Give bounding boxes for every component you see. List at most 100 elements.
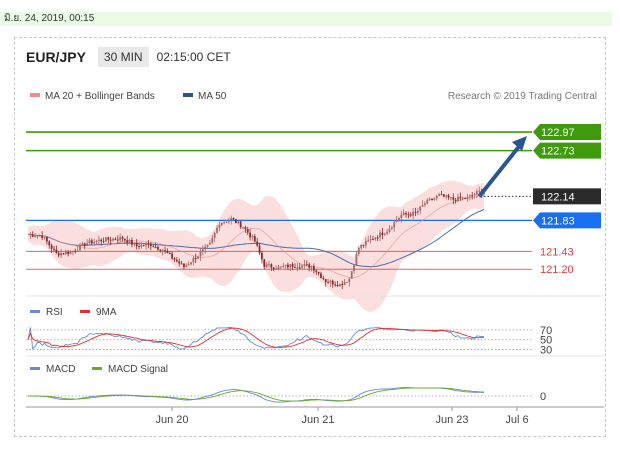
candle-body	[235, 219, 237, 224]
candle-body	[454, 199, 457, 202]
candle-body	[168, 253, 171, 255]
candle-body	[450, 197, 452, 199]
candle-body	[468, 195, 471, 197]
candle-body	[50, 245, 53, 249]
candle-body	[175, 259, 178, 262]
candle-body	[112, 238, 114, 241]
legend-macd-signal-label: MACD Signal	[108, 364, 168, 375]
candle-body	[357, 247, 360, 255]
candle-body	[128, 240, 131, 243]
candle-body	[376, 237, 379, 239]
pair-title: EUR/JPY	[26, 49, 86, 65]
candle-body	[447, 195, 450, 198]
candle-body	[286, 264, 289, 268]
candle-body	[464, 197, 466, 199]
legend-macd-signal-swatch	[92, 367, 102, 370]
candle-body	[97, 239, 100, 241]
candle-body	[246, 229, 249, 233]
candle-body	[69, 251, 72, 254]
candle-body	[237, 221, 240, 224]
candle-body	[409, 214, 412, 216]
candle-body	[303, 264, 306, 266]
candle-body	[199, 251, 202, 257]
candle-body	[341, 284, 344, 286]
candle-body	[265, 264, 268, 268]
candle-body	[57, 252, 60, 256]
candle-body	[338, 284, 341, 287]
candle-body	[34, 236, 36, 238]
chart-header: EUR/JPY 30 MIN 02:15:00 CET	[26, 46, 231, 68]
candle-body	[55, 249, 58, 253]
candle-body	[400, 214, 403, 219]
candle-body	[476, 191, 478, 195]
candle-body	[171, 253, 174, 259]
candle-body	[407, 214, 410, 216]
candle-body	[29, 234, 32, 236]
moving-average-layer	[27, 195, 485, 279]
legend-rsi-label: RSI	[46, 307, 63, 318]
candle-body	[386, 231, 389, 234]
candle-body	[251, 236, 254, 238]
timeframe-badge[interactable]: 30 MIN	[97, 47, 149, 67]
candle-body	[459, 196, 462, 199]
candle-body	[126, 240, 129, 243]
candle-body	[211, 237, 214, 243]
candle-body	[412, 211, 415, 216]
resistance-price-tag-0	[533, 124, 601, 141]
bollinger-band-area	[28, 180, 484, 312]
candle-body	[315, 270, 318, 273]
candle-body	[369, 239, 372, 241]
candle-body	[261, 252, 263, 260]
chart-panel	[14, 37, 606, 437]
candle-body	[135, 242, 138, 247]
candle-body	[218, 224, 221, 228]
candle-body	[206, 244, 209, 247]
candle-body	[405, 212, 407, 215]
rsi-level-label-1: 50	[540, 335, 552, 347]
candle-body	[393, 222, 396, 228]
candle-body	[383, 233, 386, 235]
candle-body	[360, 244, 363, 248]
candle-body	[173, 258, 176, 260]
legend-rsi-ma-label: 9MA	[96, 307, 117, 318]
candle-body	[279, 266, 282, 268]
candle-body	[275, 268, 277, 270]
legend-ma20-label: MA 20 + Bollinger Bands	[45, 91, 155, 102]
candle-body	[433, 198, 436, 200]
candle-body	[253, 236, 256, 242]
candle-body	[362, 244, 365, 246]
candle-body	[105, 237, 107, 242]
candle-body	[440, 194, 443, 196]
candle-body	[242, 227, 244, 229]
candle-body	[159, 249, 162, 251]
candle-body	[36, 235, 39, 237]
candle-body	[116, 239, 119, 241]
candle-body	[102, 241, 105, 243]
legend-ma50-label: MA 50	[198, 91, 227, 102]
candle-body	[74, 250, 77, 252]
candle-body	[461, 197, 464, 199]
candle-body	[390, 227, 393, 229]
candle-body	[478, 190, 481, 192]
candle-body	[95, 240, 98, 242]
candle-body	[53, 248, 55, 250]
candle-body	[452, 197, 455, 200]
candle-body	[416, 210, 419, 213]
level-labels-layer: 122.97 122.73 122.14 121.83 121.43 121.20	[477, 124, 601, 276]
ma20-line	[27, 195, 485, 279]
legend-rsi-swatch	[30, 310, 40, 313]
candle-body	[398, 218, 400, 221]
candle-body	[308, 264, 311, 268]
candle-body	[232, 217, 235, 220]
candle-body	[331, 280, 334, 285]
legend-ma50-swatch	[183, 93, 193, 97]
candle-body	[327, 282, 329, 284]
candle-body	[277, 266, 280, 269]
candle-body	[270, 264, 273, 268]
candle-body	[381, 232, 384, 235]
time-label: 02:15:00 CET	[156, 50, 231, 64]
candle-body	[216, 227, 218, 233]
candle-body	[445, 195, 448, 197]
